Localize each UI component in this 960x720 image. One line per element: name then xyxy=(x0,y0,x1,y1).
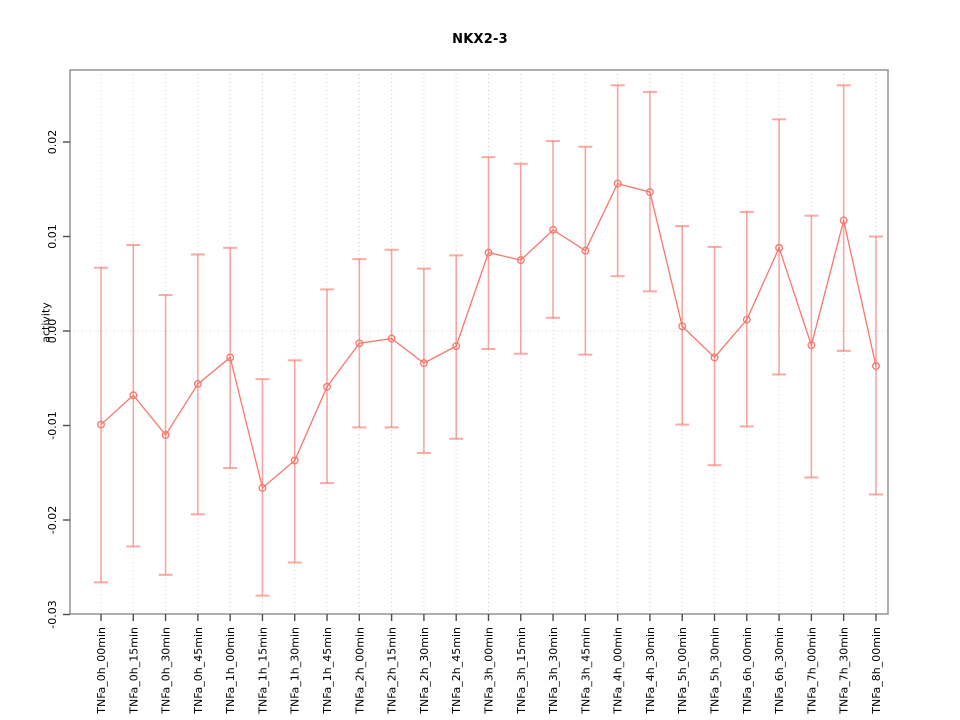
data-point xyxy=(129,391,138,400)
x-axis-tick-label: TNFa_3h_00min xyxy=(482,627,495,715)
data-point xyxy=(419,359,428,368)
data-point xyxy=(839,216,848,225)
data-point xyxy=(710,353,719,362)
data-point xyxy=(549,225,558,234)
data-point xyxy=(323,382,331,391)
x-axis-tick-label: TNFa_5h_00min xyxy=(676,627,689,715)
data-point xyxy=(872,362,880,370)
x-axis: TNFa_0h_00min TNFa_0h_15min TNFa_0h_30min T… xyxy=(95,614,883,715)
x-axis-tick-label: TNFa_3h_45min xyxy=(579,627,592,715)
data-point xyxy=(258,483,267,492)
x-axis-tick-label: TNFa_1h_15min xyxy=(256,627,269,715)
data-point xyxy=(161,431,170,439)
page-title: NKX2-3 xyxy=(452,32,508,47)
data-point xyxy=(193,379,202,388)
data-points xyxy=(97,179,880,492)
data-point xyxy=(678,322,687,331)
data-point xyxy=(290,456,299,465)
x-axis-tick-label: TNFa_6h_30min xyxy=(773,627,786,715)
x-axis-tick-label: TNFa_0h_45min xyxy=(192,627,205,715)
x-axis-tick-label: TNFa_4h_00min xyxy=(612,627,625,715)
y-axis-tick-label: 0.01 xyxy=(46,224,59,249)
x-axis-tick-label: TNFa_0h_30min xyxy=(160,627,173,715)
error-bars xyxy=(94,84,883,597)
x-axis-tick-label: TNFa_8h_00min xyxy=(870,627,883,715)
y-axis-tick-label: -0.02 xyxy=(46,506,59,534)
y-axis-tick-label: -0.01 xyxy=(46,411,59,439)
x-axis-tick-label: TNFa_5h_30min xyxy=(709,627,722,715)
x-axis-tick-label: TNFa_4h_30min xyxy=(644,627,657,715)
grid-lines xyxy=(70,70,888,614)
x-axis-tick-label: TNFa_0h_00min xyxy=(95,627,108,715)
y-axis-tick-label: 0.00 xyxy=(46,319,59,344)
y-axis-tick-label: 0.02 xyxy=(46,130,59,155)
x-axis-tick-label: TNFa_3h_15min xyxy=(515,627,528,715)
data-point xyxy=(645,188,654,197)
x-axis-tick-label: TNFa_2h_00min xyxy=(353,627,366,715)
x-axis-tick-label: TNFa_7h_30min xyxy=(838,627,851,715)
data-point xyxy=(226,353,235,362)
y-axis: 0.02 0.01 0.00 -0.01 -0.02 -0.03 xyxy=(46,130,70,629)
x-axis-tick-label: TNFa_0h_15min xyxy=(127,627,140,715)
data-point xyxy=(742,315,751,324)
x-axis-tick-label: TNFa_3h_30min xyxy=(547,627,560,715)
x-axis-tick-label: TNFa_6h_00min xyxy=(741,627,754,715)
x-axis-tick-label: TNFa_1h_45min xyxy=(321,627,334,715)
x-axis-tick-label: TNFa_7h_00min xyxy=(805,627,818,715)
data-point xyxy=(613,179,622,188)
x-axis-tick-label: TNFa_1h_30min xyxy=(289,627,302,715)
data-point xyxy=(516,256,525,265)
series-line xyxy=(100,182,877,490)
y-axis-tick-label: -0.03 xyxy=(46,600,59,628)
data-point xyxy=(807,341,816,350)
data-point xyxy=(581,246,590,255)
plot-frame xyxy=(69,69,889,615)
data-point xyxy=(484,248,493,257)
data-point xyxy=(387,334,396,343)
data-point xyxy=(775,243,784,252)
x-axis-tick-label: TNFa_2h_15min xyxy=(386,627,399,715)
x-axis-tick-label: TNFa_2h_45min xyxy=(450,627,463,715)
data-point xyxy=(452,342,461,351)
x-axis-tick-label: TNFa_1h_00min xyxy=(224,627,237,715)
x-axis-tick-label: TNFa_2h_30min xyxy=(418,627,431,715)
data-point xyxy=(97,420,105,429)
data-point xyxy=(355,339,364,348)
